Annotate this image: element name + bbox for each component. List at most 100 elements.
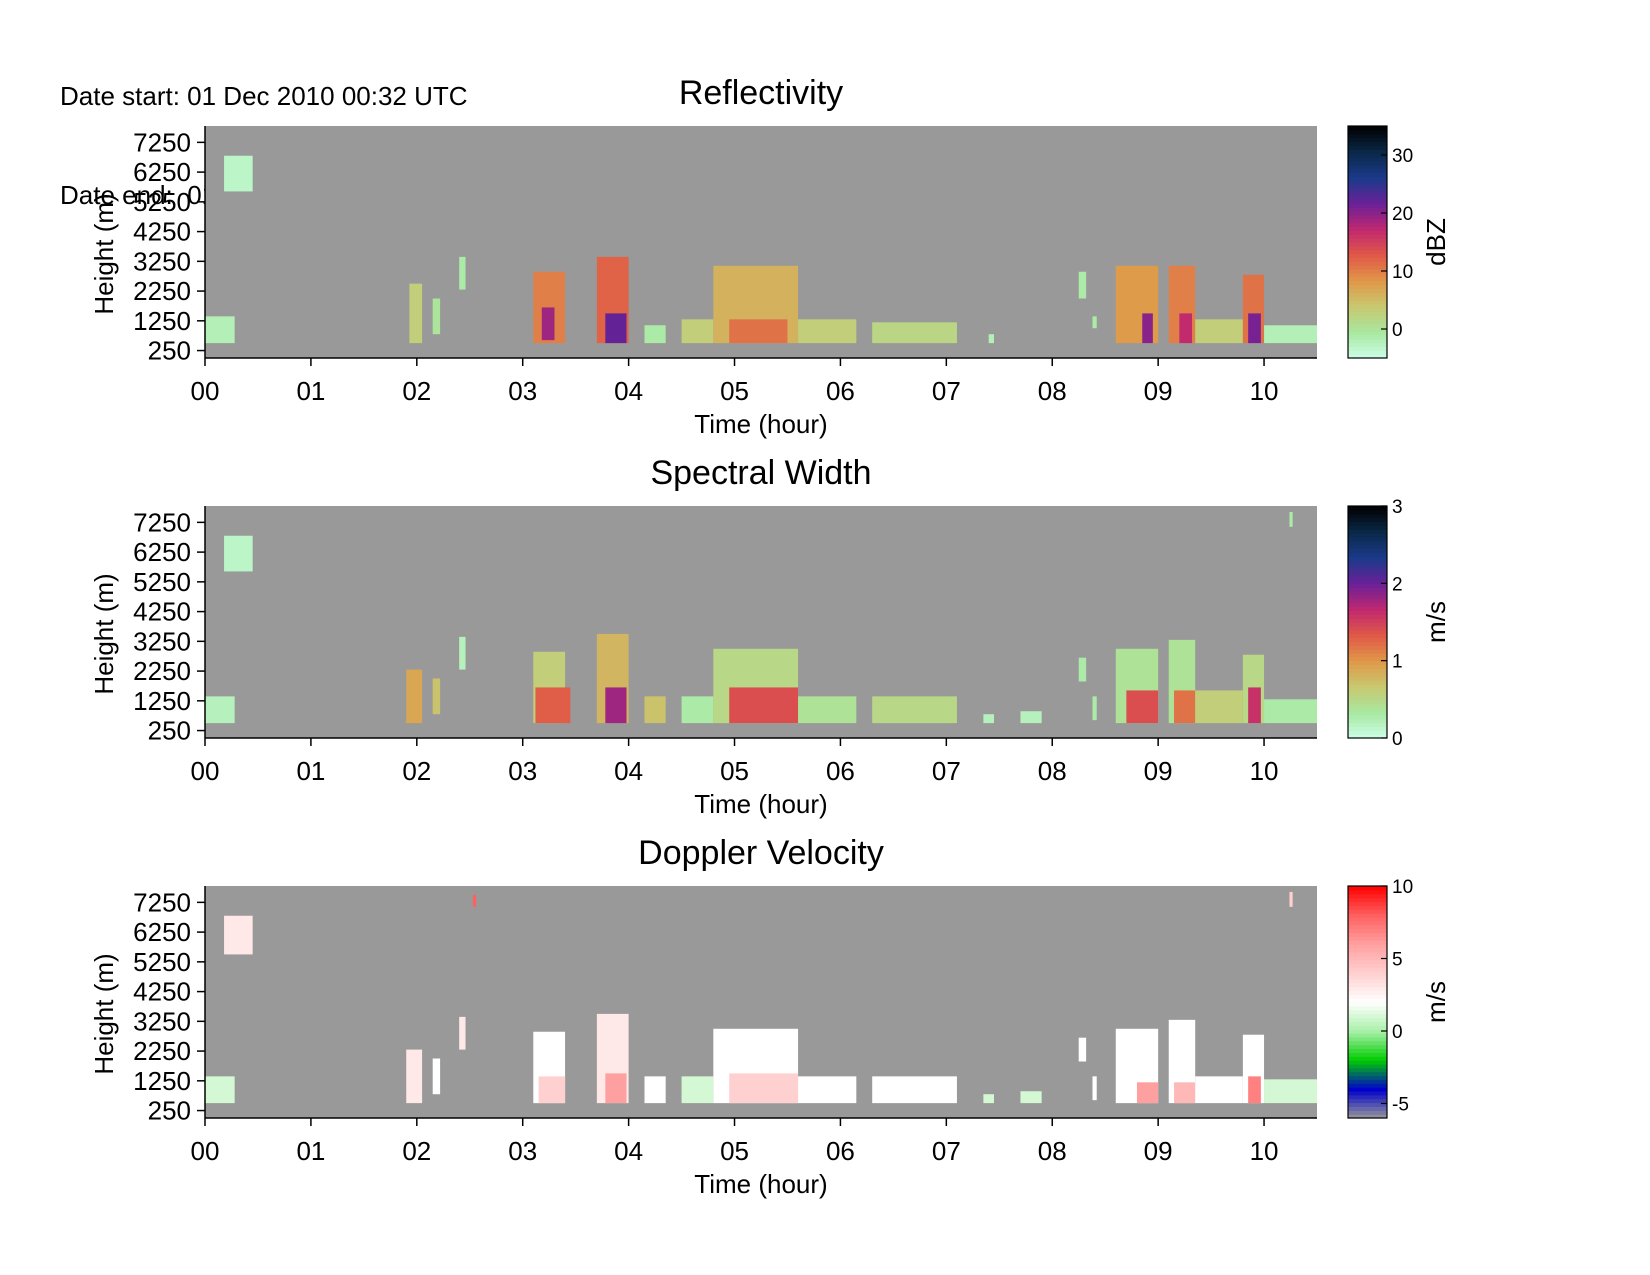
- x-tick-label: 04: [614, 376, 643, 406]
- colorbar-swatch: [1348, 253, 1387, 259]
- data-cell: [872, 322, 957, 344]
- colorbar-label: dBZ: [1421, 218, 1451, 266]
- data-cell: [459, 1016, 466, 1050]
- data-cell: [605, 313, 627, 344]
- colorbar: -5 0 5 10 m/s: [1347, 877, 1451, 1119]
- data-cell: [1264, 325, 1317, 344]
- colorbar-swatch: [1348, 699, 1387, 704]
- x-tick-label: 09: [1144, 1136, 1173, 1166]
- x-tick-label: 02: [402, 1136, 431, 1166]
- data-cell: [205, 316, 235, 344]
- colorbar-tick-label: -5: [1392, 1095, 1409, 1116]
- colorbar-swatch: [1348, 672, 1387, 677]
- colorbar-swatch: [1348, 913, 1387, 918]
- colorbar-swatch: [1348, 529, 1387, 534]
- colorbar-swatch: [1348, 160, 1387, 166]
- colorbar-swatch: [1348, 1029, 1387, 1034]
- colorbar-swatch: [1348, 901, 1387, 906]
- colorbar-swatch: [1348, 947, 1387, 953]
- colorbar-swatch: [1348, 133, 1387, 139]
- colorbar-swatch: [1348, 622, 1387, 627]
- data-cell: [872, 696, 957, 724]
- data-cell: [224, 155, 253, 192]
- colorbar-swatch: [1348, 978, 1387, 984]
- data-cell: [798, 696, 857, 724]
- data-cell: [983, 1094, 994, 1104]
- colorbar-label: m/s: [1421, 981, 1451, 1023]
- colorbar-swatch: [1348, 1114, 1387, 1119]
- colorbar-swatch: [1348, 641, 1387, 646]
- colorbar-swatch: [1348, 982, 1387, 988]
- data-cell: [1020, 711, 1042, 724]
- colorbar-swatch: [1348, 1060, 1387, 1065]
- colorbar-swatch: [1348, 249, 1387, 255]
- colorbar-swatch: [1348, 354, 1387, 359]
- data-cell: [1289, 891, 1293, 907]
- colorbar-swatch: [1348, 564, 1387, 569]
- y-tick-label: 4250: [133, 977, 191, 1007]
- colorbar-swatch: [1348, 129, 1387, 135]
- colorbar-tick-label: 5: [1392, 950, 1403, 971]
- colorbar-tick-label: 0: [1392, 320, 1403, 341]
- colorbar-swatch: [1348, 1009, 1387, 1015]
- colorbar-swatch: [1348, 307, 1387, 313]
- colorbar-swatch: [1348, 633, 1387, 639]
- colorbar-swatch: [1348, 905, 1387, 910]
- colorbar-swatch: [1348, 575, 1387, 581]
- data-cell: [1142, 313, 1153, 344]
- colorbar-swatch: [1348, 265, 1387, 270]
- colorbar-swatch: [1348, 986, 1387, 991]
- data-cell: [605, 687, 627, 724]
- colorbar-swatch: [1348, 342, 1387, 347]
- colorbar-swatch: [1348, 932, 1387, 937]
- colorbar-swatch: [1348, 126, 1387, 131]
- panel-0: Reflectivity 00 01 02 03 04 05 06 07 08 09 10 Time (…: [89, 74, 1451, 439]
- colorbar-swatch: [1348, 959, 1387, 964]
- x-tick-label: 00: [191, 756, 220, 786]
- x-tick-label: 01: [296, 756, 325, 786]
- colorbar-swatch: [1348, 284, 1387, 289]
- x-tick-label: 08: [1038, 756, 1067, 786]
- colorbar-swatch: [1348, 598, 1387, 604]
- colorbar-swatch: [1348, 222, 1387, 228]
- y-tick-label: 5250: [133, 187, 191, 217]
- x-tick-label: 05: [720, 756, 749, 786]
- colorbar-swatch: [1348, 257, 1387, 262]
- colorbar-swatch: [1348, 311, 1387, 317]
- colorbar-swatch: [1348, 276, 1387, 282]
- colorbar-swatch: [1348, 936, 1387, 941]
- colorbar-swatch: [1348, 1067, 1387, 1073]
- data-cell: [432, 298, 441, 335]
- colorbar-swatch: [1348, 513, 1387, 519]
- colorbar-swatch: [1348, 618, 1387, 623]
- colorbar-swatch: [1348, 230, 1387, 235]
- data-cell: [1092, 696, 1097, 721]
- y-tick-label: 2250: [133, 1036, 191, 1066]
- colorbar-swatch: [1348, 242, 1387, 247]
- colorbar-swatch: [1348, 998, 1387, 1003]
- y-axis-label: Height (m): [89, 573, 119, 694]
- colorbar-swatch: [1348, 916, 1387, 922]
- data-cell: [1020, 1091, 1042, 1104]
- colorbar-tick-label: 0: [1392, 729, 1403, 750]
- colorbar-swatch: [1348, 1002, 1387, 1007]
- colorbar-swatch: [1348, 691, 1387, 697]
- colorbar-swatch: [1348, 226, 1387, 231]
- colorbar-swatch: [1348, 1071, 1387, 1077]
- colorbar-swatch: [1348, 1044, 1387, 1049]
- y-tick-label: 3250: [133, 626, 191, 656]
- colorbar-swatch: [1348, 1087, 1387, 1092]
- colorbar-swatch: [1348, 940, 1387, 945]
- colorbar-swatch: [1348, 1102, 1387, 1107]
- colorbar-swatch: [1348, 730, 1387, 735]
- colorbar-swatch: [1348, 649, 1387, 654]
- data-cell: [472, 894, 477, 907]
- data-cell: [644, 1076, 666, 1104]
- colorbar-swatch: [1348, 300, 1387, 305]
- colorbar-swatch: [1348, 734, 1387, 739]
- colorbar-swatch: [1348, 517, 1387, 523]
- data-cell: [1136, 1082, 1159, 1104]
- y-tick-label: 6250: [133, 157, 191, 187]
- data-cell: [205, 696, 235, 724]
- x-tick-label: 08: [1038, 376, 1067, 406]
